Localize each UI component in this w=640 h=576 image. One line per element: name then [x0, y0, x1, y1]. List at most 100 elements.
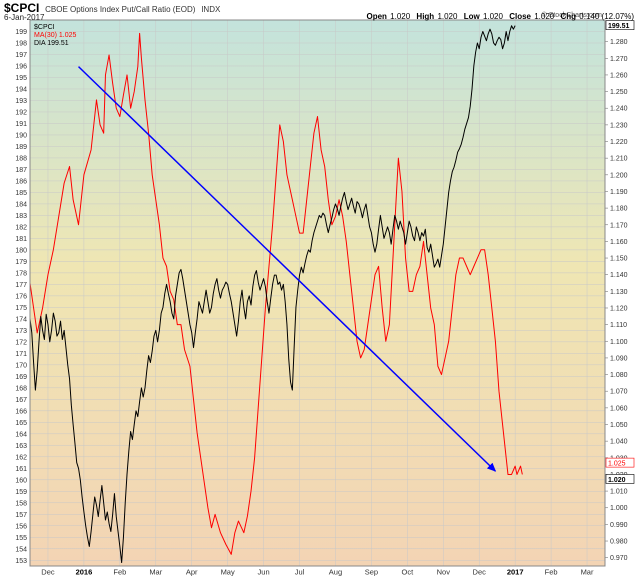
left-tick-label: 153	[15, 558, 27, 565]
left-tick-label: 177	[15, 282, 27, 289]
left-tick-label: 196	[15, 63, 27, 70]
left-tick-label: 188	[15, 155, 27, 162]
left-tick-label: 161	[15, 466, 27, 473]
left-tick-label: 192	[15, 109, 27, 116]
left-tick-label: 181	[15, 236, 27, 243]
right-tick-label: 1.110	[610, 322, 627, 329]
left-tick-label: 174	[15, 316, 27, 323]
x-tick-label: Dec	[41, 568, 55, 576]
chg-label: Chg	[560, 12, 577, 21]
left-tick-label: 185	[15, 190, 27, 197]
left-tick-label: 184	[15, 201, 27, 208]
low-value: 1.020	[482, 12, 503, 21]
x-tick-label: Feb	[545, 568, 558, 576]
open-value: 1.020	[390, 12, 411, 21]
last-value-label: 1.025	[608, 461, 626, 468]
last-value-label: 199.51	[608, 23, 630, 30]
x-tick-label: Oct	[402, 568, 415, 576]
last-value-box	[605, 474, 635, 484]
legend-entry-cpci: $CPCI	[34, 24, 55, 31]
left-tick-label: 183	[15, 213, 27, 220]
left-tick-label: 193	[15, 98, 27, 105]
right-tick-label: 1.010	[610, 489, 628, 496]
left-tick-label: 199	[15, 29, 27, 36]
right-tick-label: 1.170	[610, 222, 628, 229]
right-tick-label: 0.970	[610, 555, 628, 562]
series-layer	[30, 25, 523, 564]
left-tick-label: 160	[15, 477, 27, 484]
left-axis: 153 154 155 156 157 158 159 160 161 162 163 164 165 1…	[15, 29, 27, 565]
left-tick-label: 156	[15, 523, 27, 530]
right-tick-label: 1.130	[610, 289, 628, 296]
low-label: Low	[463, 12, 480, 21]
legend: $CPCI MA(30) 1.025 DIA 199.51	[34, 24, 77, 47]
close-label: Close	[509, 12, 531, 21]
right-tick-label: 1.260	[610, 72, 628, 79]
x-tick-label: 2016	[76, 568, 93, 576]
left-tick-label: 179	[15, 259, 27, 266]
left-tick-label: 197	[15, 52, 27, 59]
right-axis: 0.9700.9800.9901.0001.0101.0201.0301.040…	[605, 39, 628, 562]
x-tick-label: 2017	[507, 568, 524, 576]
watermark: © StockCharts.com	[542, 11, 603, 19]
left-tick-label: 195	[15, 75, 27, 82]
left-tick-label: 194	[15, 86, 27, 93]
left-tick-label: 182	[15, 224, 27, 231]
left-tick-label: 167	[15, 397, 27, 404]
high-value: 1.020	[437, 12, 458, 21]
ohlc-bar: Open 1.020 High 1.020 Low 1.020 Close 1.…	[366, 12, 634, 21]
right-tick-label: 1.070	[610, 389, 628, 396]
left-tick-label: 168	[15, 385, 27, 392]
right-tick-label: 1.270	[610, 56, 628, 63]
series-line-ma30	[30, 32, 523, 555]
right-tick-label: 1.230	[610, 122, 628, 129]
right-tick-label: 1.060	[610, 405, 628, 412]
left-tick-label: 169	[15, 374, 27, 381]
x-tick-label: Mar	[149, 568, 162, 576]
x-tick-label: Nov	[437, 568, 451, 576]
right-tick-label: 1.080	[610, 372, 628, 379]
last-value-box	[605, 457, 635, 468]
left-tick-label: 164	[15, 431, 27, 438]
x-tick-label: Jun	[258, 568, 270, 576]
left-tick-label: 171	[15, 351, 27, 358]
left-tick-label: 173	[15, 328, 27, 335]
x-axis: Dec 2016 Feb Mar Apr May Jun Jul Aug Sep Oct Nov Dec…	[41, 568, 594, 576]
grid-lines	[30, 20, 605, 566]
left-tick-label: 155	[15, 535, 27, 542]
legend-entry-dia: DIA 199.51	[34, 40, 69, 47]
left-tick-label: 159	[15, 489, 27, 496]
right-tick-label: 1.210	[610, 156, 628, 163]
left-tick-label: 163	[15, 443, 27, 450]
left-tick-label: 191	[15, 121, 27, 128]
exchange: INDX	[201, 5, 221, 14]
high-label: High	[416, 12, 435, 21]
series-line-dia	[30, 25, 516, 564]
plot-frame	[29, 19, 606, 567]
annotation-layer	[77, 66, 497, 472]
right-tick-label: 1.050	[610, 422, 628, 429]
left-tick-label: 172	[15, 339, 27, 346]
x-tick-label: Feb	[113, 568, 126, 576]
left-tick-label: 165	[15, 420, 27, 427]
right-tick-label: 1.200	[610, 172, 628, 179]
left-tick-label: 176	[15, 293, 27, 300]
right-tick-label: 0.990	[610, 522, 628, 529]
left-tick-label: 187	[15, 167, 27, 174]
right-tick-label: 1.000	[610, 505, 628, 512]
right-tick-label: 1.100	[610, 339, 628, 346]
right-tick-label: 1.120	[610, 305, 628, 312]
right-tick-label: 1.220	[610, 139, 628, 146]
left-tick-label: 162	[15, 454, 27, 461]
x-tick-label: Dec	[473, 568, 487, 576]
left-tick-label: 189	[15, 144, 27, 151]
x-tick-label: Apr	[186, 568, 198, 576]
right-tick-label: 1.090	[610, 355, 628, 362]
left-tick-label: 178	[15, 270, 27, 277]
last-value-label: 1.020	[608, 477, 626, 484]
symbol-description: CBOE Options Index Put/Call Ratio (EOD)	[45, 5, 196, 14]
left-tick-label: 170	[15, 362, 27, 369]
left-tick-label: 166	[15, 408, 27, 415]
last-value-box	[605, 20, 635, 30]
